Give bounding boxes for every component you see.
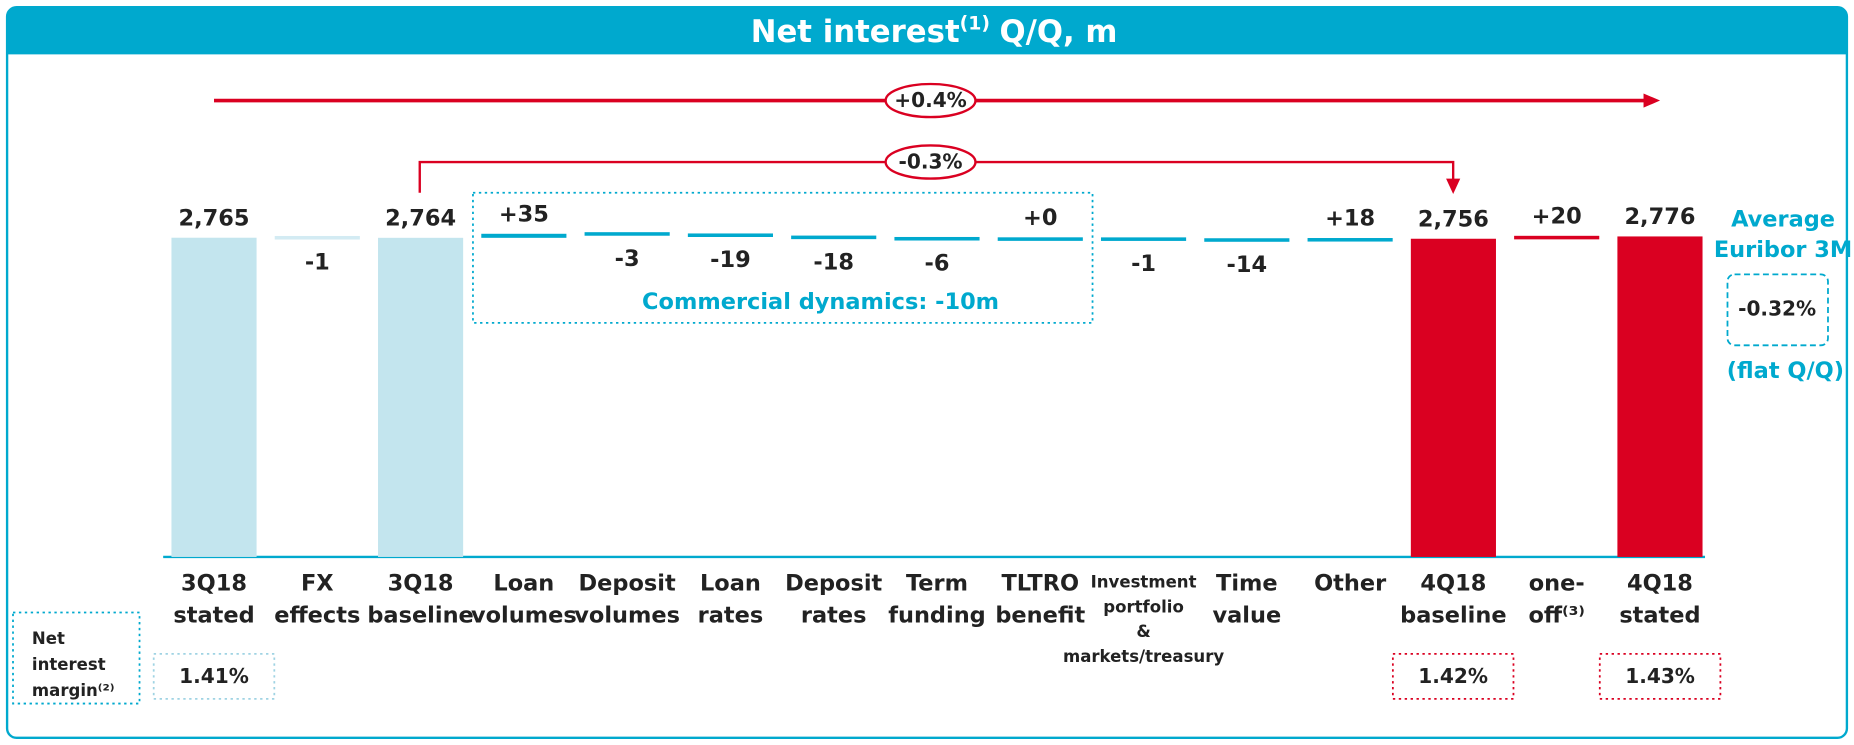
x-tick-label: 4Q18: [1627, 571, 1693, 597]
value-label: -19: [710, 247, 751, 273]
x-tick-label: funding: [888, 603, 986, 629]
header-band: [7, 7, 1847, 55]
annotation-ellipse: [884, 82, 977, 119]
value-label: 2,764: [385, 205, 456, 231]
nim-label: margin⁽²⁾: [32, 681, 115, 700]
bar: [481, 233, 567, 238]
side-note: (flat Q/Q): [1727, 358, 1844, 384]
x-tick-label: markets/treasury: [1063, 647, 1224, 666]
nim-label: interest: [32, 655, 106, 674]
x-tick-label: volumes: [471, 603, 577, 629]
bar: [1307, 238, 1393, 242]
x-tick-label: Deposit: [579, 571, 676, 597]
nim-value-box: [1391, 653, 1515, 700]
x-tick-label: Deposit: [785, 571, 882, 597]
arrow-head: [1446, 178, 1461, 194]
x-tick-label: benefit: [995, 603, 1085, 629]
value-label: +18: [1325, 206, 1375, 232]
nim-value: 1.42%: [1418, 664, 1488, 688]
x-tick-label: off⁽³⁾: [1528, 603, 1584, 629]
x-tick-label: portfolio: [1103, 597, 1184, 616]
value-label: -18: [813, 249, 854, 275]
bar: [378, 237, 464, 557]
x-tick-label: Time: [1216, 571, 1278, 597]
bar: [1100, 237, 1187, 241]
value-label: -3: [615, 246, 640, 272]
side-label: Euribor 3M: [1714, 237, 1852, 263]
x-tick-label: one-: [1529, 571, 1585, 597]
x-tick-label: Investment: [1091, 572, 1197, 591]
x-tick-label: volumes: [574, 603, 680, 629]
bar: [791, 235, 877, 240]
x-tick-label: &: [1136, 622, 1150, 641]
value-label: +0: [1023, 205, 1057, 231]
annotation: +0.4%: [894, 88, 967, 112]
bar: [997, 237, 1083, 241]
bar: [171, 237, 257, 557]
group-box: [472, 191, 1094, 324]
side-label: Average: [1731, 206, 1835, 232]
side-value: -0.32%: [1738, 296, 1816, 320]
bar: [1514, 235, 1600, 240]
value-label: 2,765: [178, 205, 249, 231]
x-tick-label: rates: [801, 603, 867, 629]
nim-value: 1.41%: [179, 664, 249, 688]
value-label: -14: [1227, 252, 1268, 278]
x-tick-label: Term: [906, 571, 968, 597]
side-box: [1726, 273, 1829, 347]
x-tick-label: FX: [301, 571, 334, 597]
arrow-head: [1643, 93, 1661, 108]
bar: [894, 236, 980, 241]
x-tick-label: baseline: [367, 603, 473, 629]
bar: [584, 232, 670, 236]
x-tick-label: effects: [274, 603, 360, 629]
nim-label: Net: [32, 629, 65, 648]
nim-box: [12, 611, 141, 705]
title-note: (1): [960, 12, 990, 34]
x-tick-label: Other: [1314, 571, 1386, 597]
value-label: +35: [499, 201, 549, 227]
x-tick-label: stated: [1619, 603, 1700, 629]
bar: [1204, 238, 1290, 242]
value-label: -1: [1131, 251, 1156, 277]
value-label: -1: [305, 250, 330, 276]
value-label: 2,756: [1418, 206, 1489, 232]
bar: [1617, 236, 1703, 557]
x-tick-label: 3Q18: [388, 571, 454, 597]
bar: [687, 233, 773, 237]
bar: [1410, 238, 1496, 557]
x-tick-label: baseline: [1400, 603, 1506, 629]
annotation: -0.3%: [899, 150, 963, 174]
x-tick-label: value: [1212, 603, 1281, 629]
nim-value: 1.43%: [1625, 664, 1695, 688]
value-label: +20: [1532, 203, 1582, 229]
x-tick-label: stated: [173, 603, 254, 629]
chart-title: Net interest(1) Q/Q, m: [751, 12, 1118, 49]
x-tick-label: Loan: [700, 571, 761, 597]
title-suffix: Q/Q, m: [1000, 14, 1118, 50]
group-label: Commercial dynamics: -10m: [642, 289, 999, 315]
bar: [274, 235, 360, 240]
x-tick-label: Loan: [493, 571, 554, 597]
nim-value-box: [1598, 653, 1722, 700]
x-tick-label: 4Q18: [1420, 571, 1486, 597]
nim-value-box: [152, 653, 276, 700]
x-tick-label: 3Q18: [181, 571, 247, 597]
x-tick-label: TLTRO: [1001, 571, 1079, 597]
x-tick-label: rates: [698, 603, 764, 629]
annotation-ellipse: [884, 144, 977, 180]
value-label: -6: [925, 251, 950, 277]
value-label: 2,776: [1624, 204, 1695, 230]
title-main: Net interest: [751, 14, 960, 50]
